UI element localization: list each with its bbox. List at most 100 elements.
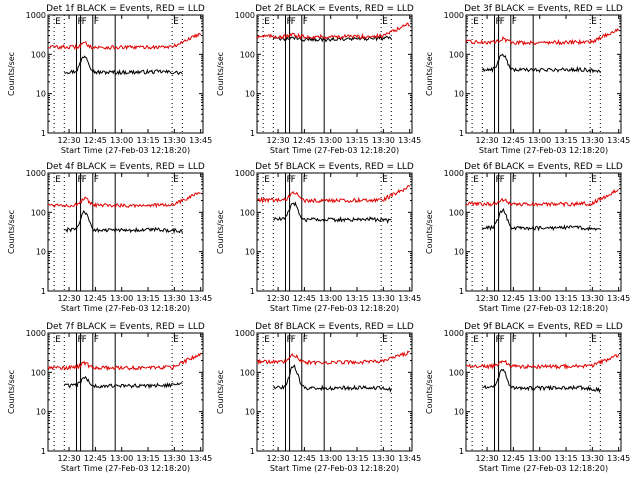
y-tick-label: 1: [41, 129, 46, 138]
x-tick-label: 13:15: [345, 136, 368, 145]
x-tick-label: 13:00: [319, 136, 342, 145]
series-lld-line: [465, 188, 619, 208]
time-marker-label: E: [382, 17, 388, 27]
plot-frame: [47, 14, 204, 134]
y-tick-label: 10: [454, 408, 464, 417]
x-tick-label: 13:30: [372, 294, 395, 303]
y-tick-label: 1: [250, 287, 255, 296]
time-marker-label: F: [94, 17, 99, 27]
chart-title: Det 1f BLACK = Events, RED = LLD: [46, 4, 205, 14]
time-marker-label: F: [500, 175, 505, 185]
x-tick-label: 13:30: [372, 136, 395, 145]
x-axis-label: Start Time (27-Feb-03 12:18:20): [479, 464, 608, 473]
x-tick-label: 13:30: [163, 454, 186, 463]
x-axis-label: Start Time (27-Feb-03 12:18:20): [479, 146, 608, 155]
y-tick-label: 1: [459, 129, 464, 138]
plot-frame: [465, 172, 622, 292]
time-marker-label: F: [82, 175, 87, 185]
x-axis-label: Start Time (27-Feb-03 12:18:20): [270, 304, 399, 313]
chart-title: Det 5f BLACK = Events, RED = LLD: [255, 162, 414, 172]
x-tick-label: 12:30: [58, 136, 81, 145]
x-tick-label: 13:45: [607, 454, 630, 463]
time-marker-label: F: [500, 335, 505, 345]
time-marker-label: E: [173, 175, 179, 185]
y-tick-label: 10: [454, 248, 464, 257]
chart-title: Det 9f BLACK = Events, RED = LLD: [464, 322, 623, 332]
plot-frame: [256, 14, 413, 134]
x-tick-label: 13:00: [528, 136, 551, 145]
time-marker-label: F: [82, 17, 87, 27]
time-marker-label: E: [473, 175, 479, 185]
series-events-line: [64, 210, 183, 235]
x-tick-label: 12:45: [502, 454, 525, 463]
time-marker-label: E: [591, 17, 597, 27]
chart-title: Det 3f BLACK = Events, RED = LLD: [464, 4, 623, 14]
y-tick-label: 1000: [444, 329, 464, 338]
x-tick-label: 12:45: [84, 136, 107, 145]
x-tick-label: 13:30: [163, 136, 186, 145]
series-events-line: [482, 368, 601, 394]
series-lld-line: [256, 22, 410, 40]
time-marker-label: F: [512, 335, 517, 345]
x-tick-label: 13:45: [607, 136, 630, 145]
series-events-line: [63, 375, 183, 390]
y-tick-label: 1000: [235, 11, 255, 20]
y-tick-label: 1000: [444, 11, 464, 20]
time-marker-label: F: [291, 17, 296, 27]
y-tick-label: 1000: [444, 169, 464, 178]
panel-9: Det 9f BLACK = Events, RED = LLD 1 10 100 10…: [425, 322, 630, 473]
time-marker-label: E: [264, 335, 270, 345]
y-tick-label: 1: [459, 447, 464, 456]
y-axis-label: Counts/sec: [216, 370, 225, 414]
y-tick-label: 100: [240, 208, 255, 217]
time-marker-label: F: [94, 175, 99, 185]
x-tick-label: 13:45: [189, 294, 212, 303]
plot-frame: [47, 332, 204, 452]
x-axis-label: Start Time (27-Feb-03 12:18:20): [61, 146, 190, 155]
y-tick-label: 100: [449, 368, 464, 377]
x-tick-label: 13:00: [319, 294, 342, 303]
series-lld-line: [47, 32, 202, 51]
time-marker-label: E: [55, 175, 61, 185]
y-tick-label: 100: [240, 50, 255, 59]
x-tick-label: 13:30: [163, 294, 186, 303]
x-tick-label: 13:45: [398, 136, 421, 145]
x-axis-label: Start Time (27-Feb-03 12:18:20): [270, 464, 399, 473]
series-lld-line: [465, 353, 620, 370]
x-tick-label: 12:30: [58, 454, 81, 463]
time-marker-label: F: [500, 17, 505, 27]
x-axis-label: Start Time (27-Feb-03 12:18:20): [61, 304, 190, 313]
y-tick-label: 1: [41, 287, 46, 296]
x-tick-label: 13:00: [528, 294, 551, 303]
x-tick-label: 12:45: [502, 294, 525, 303]
x-tick-label: 13:30: [581, 136, 604, 145]
y-tick-label: 100: [31, 50, 46, 59]
chart-title: Det 8f BLACK = Events, RED = LLD: [255, 322, 414, 332]
y-tick-label: 10: [245, 408, 255, 417]
time-marker-label: F: [291, 335, 296, 345]
x-tick-label: 12:30: [58, 294, 81, 303]
time-marker-label: E: [591, 175, 597, 185]
time-marker-label: F: [291, 175, 296, 185]
panel-3: Det 3f BLACK = Events, RED = LLD 1 10 100 10…: [425, 4, 630, 155]
x-tick-label: 13:00: [110, 294, 133, 303]
y-tick-label: 10: [454, 90, 464, 99]
time-marker-label: E: [55, 17, 61, 27]
series-lld-line: [256, 350, 410, 366]
series-lld-line: [465, 28, 620, 46]
y-tick-label: 1000: [235, 329, 255, 338]
y-tick-label: 100: [31, 208, 46, 217]
time-marker-label: E: [264, 175, 270, 185]
time-marker-label: E: [473, 335, 479, 345]
y-tick-label: 10: [36, 248, 46, 257]
x-tick-label: 12:30: [267, 454, 290, 463]
panel-6: Det 6f BLACK = Events, RED = LLD 1 10 100 10…: [425, 162, 630, 313]
series-events-line: [273, 364, 392, 394]
y-tick-label: 10: [245, 248, 255, 257]
time-marker-label: F: [303, 17, 308, 27]
y-axis-label: Counts/sec: [7, 370, 16, 414]
series-events-line: [481, 207, 601, 232]
panel-1: Det 1f BLACK = Events, RED = LLD 1 10 100 10…: [7, 4, 212, 155]
time-marker-label: F: [303, 175, 308, 185]
plot-frame: [47, 172, 204, 292]
